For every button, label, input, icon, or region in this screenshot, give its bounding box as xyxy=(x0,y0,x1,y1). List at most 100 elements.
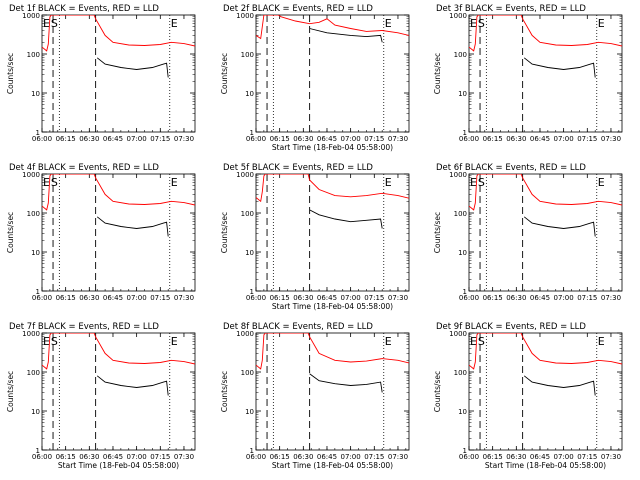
event-marker-label: E xyxy=(385,335,392,348)
y-tick-label: 1 xyxy=(250,129,254,137)
y-tick-label: 1000 xyxy=(22,171,40,179)
x-tick-label: 06:15 xyxy=(270,135,290,143)
x-tick-label: 07:00 xyxy=(554,135,574,143)
x-tick-label: 06:00 xyxy=(246,135,266,143)
x-tick-label: 06:00 xyxy=(459,135,479,143)
y-tick-label: 1 xyxy=(36,288,40,296)
panel-det-8f: Det 8f BLACK = Events, RED = LLD E 06:00 06… xyxy=(220,322,410,470)
x-tick-label: 07:15 xyxy=(364,294,384,302)
series-line-red xyxy=(256,15,409,40)
plot-frame xyxy=(41,332,196,451)
event-marker-label: E xyxy=(171,17,178,30)
y-axis-label: Counts/sec xyxy=(6,53,15,94)
x-tick-label: 07:00 xyxy=(127,453,147,461)
x-tick-label: 06:30 xyxy=(79,294,99,302)
x-tick-label: 06:15 xyxy=(270,294,290,302)
plot-frame xyxy=(41,14,196,133)
event-marker-label: S xyxy=(51,335,58,348)
y-tick-label: 10 xyxy=(245,249,254,257)
x-tick-label: 07:30 xyxy=(601,135,621,143)
y-tick-label: 1 xyxy=(250,288,254,296)
series-line-red xyxy=(256,333,409,370)
event-marker-label: E xyxy=(470,176,477,189)
x-tick-label: 06:15 xyxy=(56,294,76,302)
x-tick-label: 06:15 xyxy=(56,135,76,143)
panel-title: Det 9f BLACK = Events, RED = LLD xyxy=(436,322,586,332)
event-marker-label: S xyxy=(478,17,485,30)
series-line-red xyxy=(42,15,195,52)
y-tick-label: 10 xyxy=(245,408,254,416)
plot-frame xyxy=(41,173,196,292)
event-marker-label: E xyxy=(171,176,178,189)
x-tick-label: 06:30 xyxy=(506,453,526,461)
event-marker-label: E xyxy=(385,176,392,189)
y-tick-label: 1000 xyxy=(449,171,467,179)
x-tick-label: 06:00 xyxy=(32,453,52,461)
y-axis-label: Counts/sec xyxy=(433,53,442,94)
y-tick-label: 100 xyxy=(27,369,40,377)
y-tick-label: 1000 xyxy=(22,330,40,338)
y-axis-label: Counts/sec xyxy=(220,53,229,94)
y-tick-label: 10 xyxy=(31,90,40,98)
y-tick-label: 1000 xyxy=(22,12,40,20)
x-tick-label: 07:30 xyxy=(174,453,194,461)
y-tick-label: 1000 xyxy=(236,330,254,338)
x-tick-label: 06:30 xyxy=(506,294,526,302)
event-marker-label: S xyxy=(478,176,485,189)
y-tick-label: 100 xyxy=(454,369,467,377)
x-tick-label: 07:30 xyxy=(601,294,621,302)
series-line-red xyxy=(469,174,622,211)
x-tick-label: 07:00 xyxy=(554,453,574,461)
y-tick-label: 10 xyxy=(458,408,467,416)
event-marker-label: E xyxy=(598,17,605,30)
series-line-red xyxy=(42,333,195,370)
y-tick-label: 100 xyxy=(241,369,254,377)
x-tick-label: 06:45 xyxy=(317,294,337,302)
x-tick-label: 06:45 xyxy=(103,453,123,461)
x-tick-label: 06:45 xyxy=(103,294,123,302)
event-marker-label: E xyxy=(171,335,178,348)
x-tick-label: 07:30 xyxy=(601,453,621,461)
event-marker-label: S xyxy=(51,176,58,189)
x-tick-label: 06:15 xyxy=(56,453,76,461)
series-line-black xyxy=(96,375,169,396)
y-tick-label: 100 xyxy=(241,210,254,218)
event-marker-label: E xyxy=(598,335,605,348)
x-tick-label: 07:00 xyxy=(341,135,361,143)
y-axis-label: Counts/sec xyxy=(433,212,442,253)
x-tick-label: 07:30 xyxy=(174,135,194,143)
x-tick-label: 07:00 xyxy=(554,294,574,302)
x-tick-label: 06:45 xyxy=(530,294,550,302)
y-tick-label: 1000 xyxy=(449,330,467,338)
x-tick-label: 06:30 xyxy=(79,453,99,461)
x-tick-label: 06:45 xyxy=(530,135,550,143)
event-marker-label: E xyxy=(470,335,477,348)
plot-frame xyxy=(255,14,410,133)
x-tick-label: 06:30 xyxy=(79,135,99,143)
series-line-black xyxy=(309,28,383,43)
x-tick-label: 07:15 xyxy=(364,135,384,143)
panel-title: Det 5f BLACK = Events, RED = LLD xyxy=(223,163,373,173)
x-tick-label: 06:00 xyxy=(459,294,479,302)
event-marker-label: E xyxy=(43,17,50,30)
y-tick-label: 10 xyxy=(458,90,467,98)
y-axis-label: Counts/sec xyxy=(220,371,229,412)
event-marker-label: E xyxy=(385,17,392,30)
y-tick-label: 1000 xyxy=(236,12,254,20)
x-tick-label: 07:15 xyxy=(364,453,384,461)
x-tick-label: 06:30 xyxy=(293,135,313,143)
y-tick-label: 1 xyxy=(36,129,40,137)
x-tick-label: 07:15 xyxy=(150,453,170,461)
panel-title: Det 7f BLACK = Events, RED = LLD xyxy=(9,322,159,332)
panel-det-5f: Det 5f BLACK = Events, RED = LLD E 06:00 06… xyxy=(220,163,410,311)
x-tick-label: 06:00 xyxy=(459,453,479,461)
x-tick-label: 07:15 xyxy=(150,294,170,302)
plot-frame xyxy=(468,332,623,451)
y-tick-label: 10 xyxy=(245,90,254,98)
event-marker-label: E xyxy=(43,335,50,348)
x-tick-label: 07:00 xyxy=(127,294,147,302)
x-tick-label: 07:00 xyxy=(341,294,361,302)
y-axis-label: Counts/sec xyxy=(6,371,15,412)
